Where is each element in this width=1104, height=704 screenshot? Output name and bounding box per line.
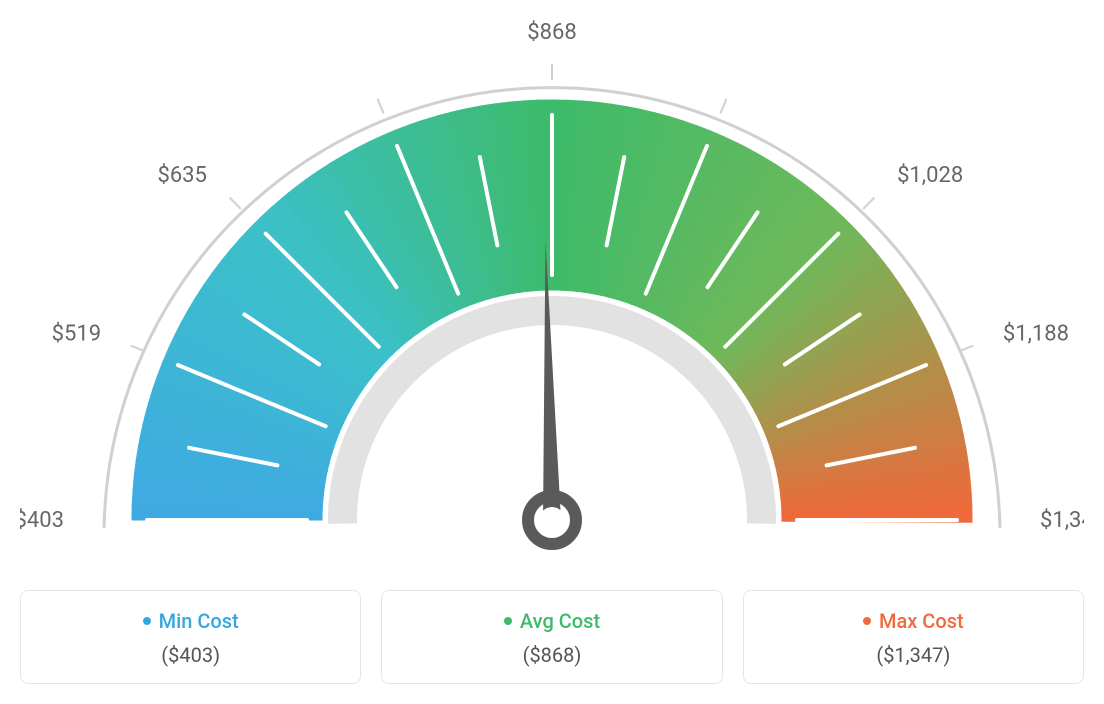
legend-title-text: Max Cost: [879, 609, 964, 633]
cost-gauge-chart: $403 $519 $635 $868 $1,028 $1,188 $1,347 Min C…: [20, 20, 1084, 684]
legend-card-avg: Avg Cost ($868): [381, 590, 722, 684]
gauge-tick-label: $519: [52, 321, 101, 346]
dot-icon: [863, 617, 871, 625]
legend-title-min: Min Cost: [31, 609, 350, 633]
legend-value-avg: ($868): [392, 643, 711, 667]
legend-row: Min Cost ($403) Avg Cost ($868) Max Cost…: [20, 590, 1084, 684]
gauge-tick-label: $1,347: [1040, 508, 1084, 533]
gauge-tick-label: $1,188: [1003, 321, 1069, 346]
legend-title-text: Min Cost: [159, 609, 239, 633]
dot-icon: [143, 617, 151, 625]
gauge-tick-label: $403: [20, 508, 64, 533]
legend-value-min: ($403): [31, 643, 350, 667]
legend-card-min: Min Cost ($403): [20, 590, 361, 684]
legend-card-max: Max Cost ($1,347): [743, 590, 1084, 684]
legend-title-avg: Avg Cost: [392, 609, 711, 633]
dot-icon: [504, 617, 512, 625]
legend-value-max: ($1,347): [754, 643, 1073, 667]
legend-title-max: Max Cost: [754, 609, 1073, 633]
legend-title-text: Avg Cost: [520, 609, 600, 633]
gauge-area: $403 $519 $635 $868 $1,028 $1,188 $1,347: [20, 20, 1084, 580]
gauge-tick-label: $635: [157, 163, 206, 188]
gauge-tick-label: $868: [527, 20, 576, 45]
gauge-tick-label: $1,028: [897, 163, 963, 188]
